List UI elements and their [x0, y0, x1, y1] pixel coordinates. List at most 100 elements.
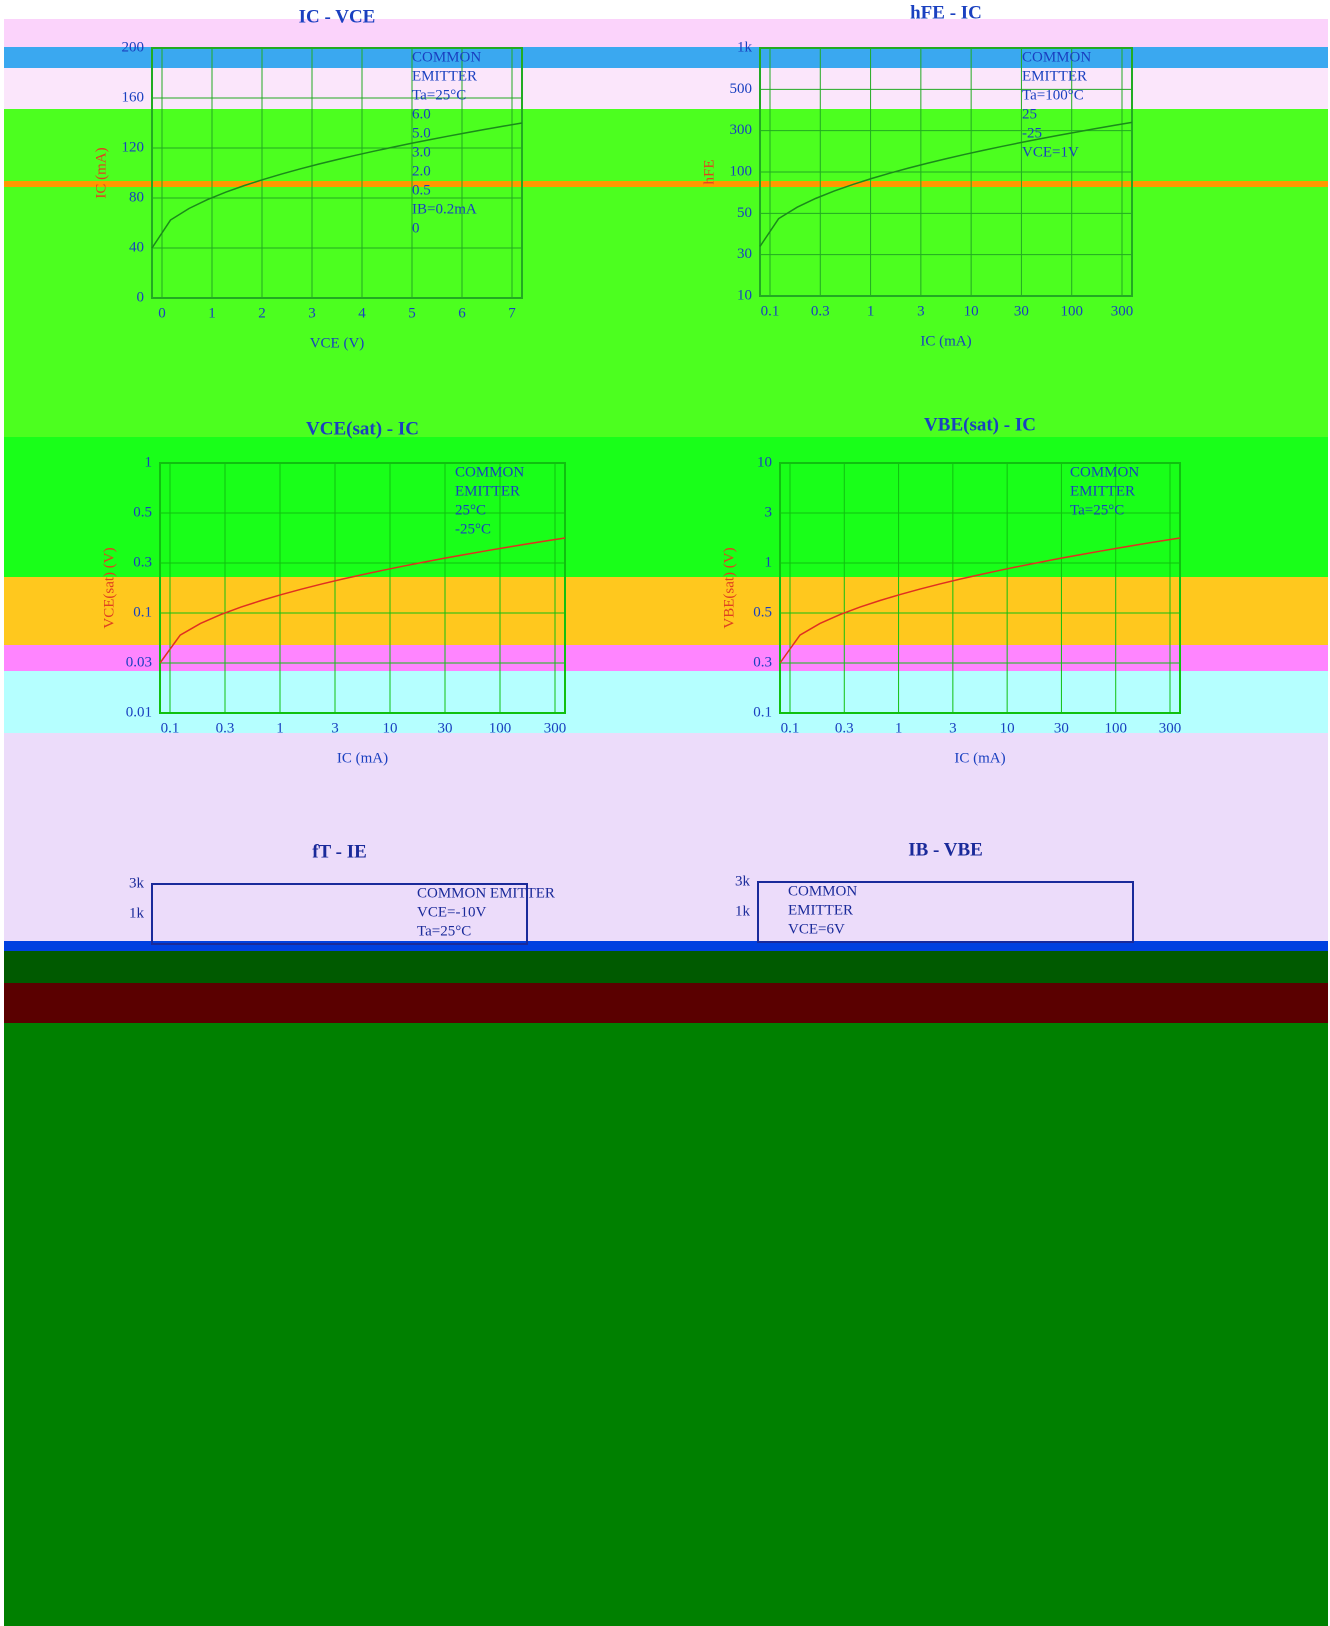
curve: [159, 537, 566, 664]
y-tick-label: 0.1: [753, 704, 772, 720]
band: [4, 1023, 1328, 1626]
y-tick-label: 160: [122, 89, 145, 105]
chart-title: IB - VBE: [908, 839, 983, 860]
y-tick-label: 0.03: [126, 654, 152, 670]
annotation: IB=0.2mA: [412, 201, 477, 217]
x-tick-label: 4: [358, 305, 366, 321]
annotation: Ta=25°C: [412, 87, 466, 103]
band: [4, 951, 1328, 983]
y-tick-label: 1k: [737, 39, 753, 55]
x-tick-label: 300: [1111, 303, 1134, 319]
y-tick-label: 3k: [735, 873, 751, 889]
x-tick-label: 100: [1104, 720, 1127, 736]
y-axis-label: VBE(sat) (V): [721, 547, 737, 628]
annotation: COMMON EMITTER: [417, 885, 555, 901]
y-tick-label: 50: [737, 205, 752, 221]
plot-frame: [151, 47, 523, 299]
x-tick-label: 0.3: [835, 720, 854, 736]
chart-title: VBE(sat) - IC: [924, 414, 1036, 435]
band: [4, 109, 1328, 181]
x-tick-label: 3: [308, 305, 316, 321]
plot-frame: [151, 883, 528, 945]
annotation: 25°C: [455, 502, 486, 518]
chart-title: IC - VCE: [299, 6, 376, 27]
annotation: EMITTER: [1070, 483, 1135, 499]
x-tick-label: 7: [508, 305, 516, 321]
y-tick-label: 10: [757, 454, 772, 470]
y-tick-label: 0.01: [126, 704, 152, 720]
annotation: COMMON: [1070, 464, 1139, 480]
annotation: EMITTER: [455, 483, 520, 499]
x-axis-label: IC (mA): [954, 750, 1005, 766]
annotation: VCE=1V: [1022, 144, 1079, 160]
band: [4, 983, 1328, 1023]
x-axis-label: VCE (V): [310, 335, 365, 351]
y-tick-label: 500: [730, 81, 753, 97]
y-tick-label: 0.5: [133, 504, 152, 520]
y-axis-label: VCE(sat) (V): [101, 547, 117, 628]
chart-title: hFE - IC: [910, 2, 982, 23]
y-tick-label: 0.5: [753, 604, 772, 620]
y-tick-label: 120: [122, 139, 145, 155]
annotation: 0.5: [412, 182, 431, 198]
y-tick-label: 0.1: [133, 604, 152, 620]
x-tick-label: 3: [331, 720, 339, 736]
x-tick-label: 3: [917, 303, 925, 319]
x-tick-label: 10: [1000, 720, 1015, 736]
y-tick-label: 3k: [129, 875, 145, 891]
annotation: Ta=100°C: [1022, 87, 1084, 103]
y-tick-label: 1: [145, 454, 153, 470]
x-tick-label: 10: [964, 303, 979, 319]
x-tick-label: 100: [489, 720, 512, 736]
x-tick-label: 6: [458, 305, 466, 321]
plot-frame: [757, 881, 1134, 943]
annotation: 6.0: [412, 106, 431, 122]
band: [4, 181, 1328, 187]
annotation: COMMON: [1022, 49, 1091, 65]
x-tick-label: 5: [408, 305, 416, 321]
curve: [151, 122, 523, 249]
y-tick-label: 40: [129, 239, 144, 255]
y-tick-label: 30: [737, 246, 752, 262]
x-tick-label: 100: [1060, 303, 1083, 319]
y-tick-label: 1k: [735, 903, 751, 919]
annotation: EMITTER: [1022, 68, 1087, 84]
plot-frame: [779, 462, 1181, 714]
annotation: Ta=25°C: [417, 923, 471, 939]
y-tick-label: 300: [730, 122, 753, 138]
y-tick-label: 1: [765, 554, 773, 570]
x-tick-label: 10: [383, 720, 398, 736]
annotation: Ta=25°C: [1070, 502, 1124, 518]
annotation: COMMON: [788, 883, 857, 899]
x-tick-label: 1: [276, 720, 284, 736]
x-tick-label: 2: [258, 305, 266, 321]
annotation: 2.0: [412, 163, 431, 179]
x-tick-label: 0.1: [761, 303, 780, 319]
x-tick-label: 1: [208, 305, 216, 321]
annotation: 3.0: [412, 144, 431, 160]
x-tick-label: 30: [438, 720, 453, 736]
annotation: -25°C: [455, 521, 491, 537]
curve: [759, 121, 1133, 247]
y-tick-label: 0.3: [753, 654, 772, 670]
x-tick-label: 0.1: [161, 720, 180, 736]
annotation: VCE=-10V: [417, 904, 486, 920]
plot-frame: [159, 462, 566, 714]
annotation: 25: [1022, 106, 1037, 122]
chart-title: VCE(sat) - IC: [306, 418, 419, 439]
annotation: EMITTER: [412, 68, 477, 84]
annotation: 5.0: [412, 125, 431, 141]
x-tick-label: 300: [544, 720, 567, 736]
y-tick-label: 0.3: [133, 554, 152, 570]
x-tick-label: 30: [1014, 303, 1029, 319]
x-tick-label: 1: [867, 303, 875, 319]
band: [4, 47, 1328, 68]
y-axis-label: IC (mA): [93, 147, 109, 198]
y-tick-label: 80: [129, 189, 144, 205]
y-axis-label: hFE: [701, 159, 717, 184]
chart-title: fT - IE: [312, 841, 367, 862]
y-tick-label: 10: [737, 287, 752, 303]
x-tick-label: 0.3: [811, 303, 830, 319]
